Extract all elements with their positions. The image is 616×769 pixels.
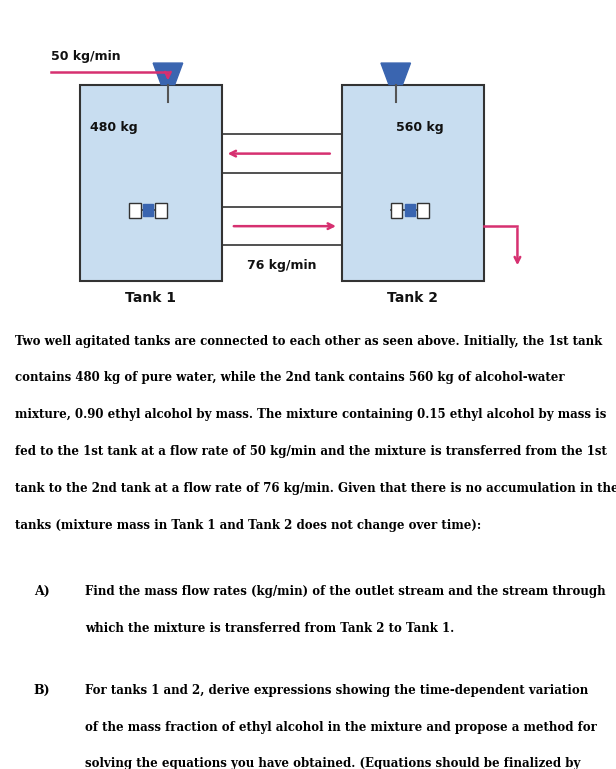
Text: 76 kg/min: 76 kg/min xyxy=(247,259,317,272)
Text: Find the mass flow rates (kg/min) of the outlet stream and the stream through: Find the mass flow rates (kg/min) of the… xyxy=(85,585,606,598)
Polygon shape xyxy=(381,63,410,85)
Bar xyxy=(222,135,342,173)
Text: tank to the 2nd tank at a flow rate of 76 kg/min. Given that there is no accumul: tank to the 2nd tank at a flow rate of 7… xyxy=(15,482,616,495)
Text: B): B) xyxy=(34,684,51,697)
Bar xyxy=(222,207,342,245)
Text: Tank 1: Tank 1 xyxy=(126,291,176,305)
Text: 480 kg: 480 kg xyxy=(90,122,137,135)
Text: Two well agitated tanks are connected to each other as seen above. Initially, th: Two well agitated tanks are connected to… xyxy=(15,335,602,348)
Text: For tanks 1 and 2, derive expressions showing the time-dependent variation: For tanks 1 and 2, derive expressions sh… xyxy=(85,684,588,697)
Bar xyxy=(155,203,167,218)
Bar xyxy=(342,85,484,281)
Text: Tank 2: Tank 2 xyxy=(387,291,438,305)
Polygon shape xyxy=(153,63,183,85)
Text: solving the equations you have obtained. (Equations should be finalized by: solving the equations you have obtained.… xyxy=(85,757,580,769)
Text: A): A) xyxy=(34,585,50,598)
Bar xyxy=(391,203,402,218)
Text: contains 480 kg of pure water, while the 2nd tank contains 560 kg of alcohol-wat: contains 480 kg of pure water, while the… xyxy=(15,371,565,384)
Bar xyxy=(143,204,153,216)
Text: which the mixture is transferred from Tank 2 to Tank 1.: which the mixture is transferred from Ta… xyxy=(85,622,454,635)
Text: tanks (mixture mass in Tank 1 and Tank 2 does not change over time):: tanks (mixture mass in Tank 1 and Tank 2… xyxy=(15,519,482,532)
Text: fed to the 1st tank at a flow rate of 50 kg/min and the mixture is transferred f: fed to the 1st tank at a flow rate of 50… xyxy=(15,445,607,458)
Bar xyxy=(129,203,140,218)
Text: 560 kg: 560 kg xyxy=(396,122,444,135)
Text: mixture, 0.90 ethyl alcohol by mass. The mixture containing 0.15 ethyl alcohol b: mixture, 0.90 ethyl alcohol by mass. The… xyxy=(15,408,607,421)
Bar xyxy=(80,85,222,281)
Text: 50 kg/min: 50 kg/min xyxy=(51,50,120,63)
Bar xyxy=(417,203,429,218)
Bar xyxy=(405,204,415,216)
Text: of the mass fraction of ethyl alcohol in the mixture and propose a method for: of the mass fraction of ethyl alcohol in… xyxy=(85,721,597,734)
